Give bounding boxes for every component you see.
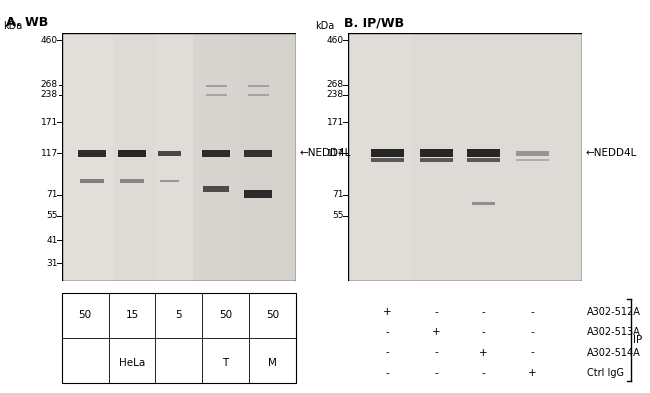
Bar (472, 202, 495, 205)
Bar (244, 189, 272, 198)
Text: 15: 15 (125, 310, 138, 320)
Text: -: - (482, 368, 486, 378)
Bar (240, 33, 296, 281)
Text: -: - (435, 347, 439, 358)
Bar (202, 150, 230, 157)
Bar (113, 33, 155, 281)
Bar (120, 179, 144, 183)
Text: -: - (482, 327, 486, 337)
Text: M: M (268, 358, 277, 368)
Bar (516, 159, 549, 161)
Bar (413, 33, 465, 281)
Text: 55: 55 (46, 211, 58, 220)
Text: IP: IP (633, 335, 642, 345)
Text: -: - (435, 368, 439, 378)
Bar (348, 33, 413, 281)
Text: -: - (531, 347, 534, 358)
Text: 50: 50 (79, 310, 92, 320)
Text: kDa: kDa (315, 22, 335, 31)
Text: A302-513A: A302-513A (587, 327, 641, 337)
Text: HeLa: HeLa (119, 358, 145, 368)
Text: 71: 71 (332, 190, 344, 199)
Text: kDa: kDa (3, 22, 23, 31)
Bar (118, 150, 146, 157)
Bar (248, 84, 269, 87)
Bar (467, 158, 500, 162)
Text: A. WB: A. WB (6, 17, 49, 29)
Bar (193, 33, 240, 281)
Text: 460: 460 (327, 36, 344, 45)
Bar (78, 150, 106, 157)
Text: -: - (531, 327, 534, 337)
Bar (203, 186, 229, 192)
Text: 171: 171 (326, 118, 344, 127)
Text: T: T (222, 358, 229, 368)
Text: -: - (385, 368, 389, 378)
Text: +: + (432, 327, 441, 337)
Text: -: - (531, 307, 534, 317)
Bar (62, 33, 113, 281)
Bar (371, 158, 404, 162)
Text: 238: 238 (327, 90, 344, 99)
Text: A302-512A: A302-512A (587, 307, 641, 317)
Bar (160, 180, 179, 182)
Bar (248, 94, 269, 96)
Bar (371, 149, 404, 158)
Bar (81, 179, 104, 183)
Text: 117: 117 (326, 149, 344, 158)
Text: -: - (385, 327, 389, 337)
Text: 268: 268 (41, 81, 58, 90)
Text: 171: 171 (40, 118, 58, 127)
Text: 41: 41 (47, 236, 58, 244)
Bar (512, 33, 582, 281)
Bar (155, 33, 193, 281)
Text: Ctrl IgG: Ctrl IgG (587, 368, 624, 378)
Text: A302-514A: A302-514A (587, 347, 641, 358)
Text: 31: 31 (46, 259, 58, 268)
Text: -: - (385, 347, 389, 358)
Bar (205, 84, 227, 87)
Text: -: - (482, 307, 486, 317)
Text: 50: 50 (219, 310, 232, 320)
Text: 5: 5 (176, 310, 182, 320)
Bar (465, 33, 512, 281)
Text: +: + (384, 307, 392, 317)
Bar (421, 158, 453, 162)
Text: B. IP/WB: B. IP/WB (344, 17, 404, 29)
Text: ←NEDD4L: ←NEDD4L (299, 149, 350, 158)
Text: 50: 50 (266, 310, 279, 320)
Text: 71: 71 (46, 190, 58, 199)
Text: ←NEDD4L: ←NEDD4L (585, 149, 636, 158)
Bar (516, 151, 549, 156)
Text: -: - (435, 307, 439, 317)
Text: 268: 268 (327, 81, 344, 90)
Bar (467, 149, 500, 158)
Bar (244, 150, 272, 157)
Text: 238: 238 (41, 90, 58, 99)
Text: 460: 460 (41, 36, 58, 45)
Text: +: + (479, 347, 488, 358)
Bar (158, 151, 181, 156)
Text: 117: 117 (40, 149, 58, 158)
Text: +: + (528, 368, 537, 378)
Bar (421, 149, 453, 158)
Text: 55: 55 (332, 211, 344, 220)
Bar (205, 94, 227, 96)
